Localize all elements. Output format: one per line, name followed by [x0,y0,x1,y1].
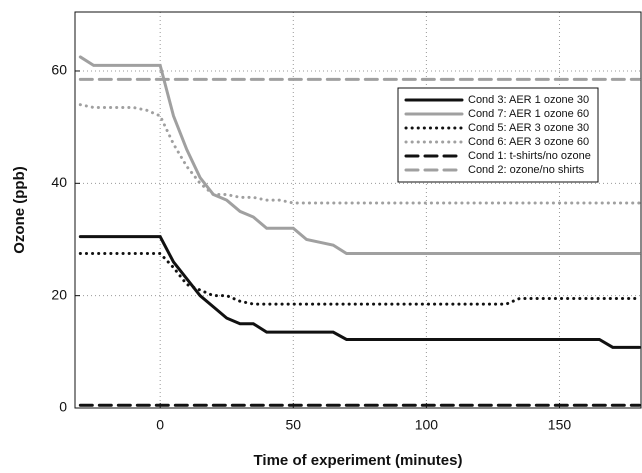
series-line [78,55,641,256]
y-tick-label: 20 [51,286,67,302]
x-axis-label: Time of experiment (minutes) [254,452,463,469]
plot-frame [74,11,642,409]
legend-label: Cond 6: AER 3 ozone 60 [468,136,589,148]
series-line [78,103,641,205]
y-tick-label: 60 [51,62,67,78]
legend-label: Cond 2: ozone/no shirts [468,164,585,176]
series-line [78,235,641,349]
legend-label: Cond 3: AER 1 ozone 30 [468,94,589,106]
x-tick-label: 50 [285,417,301,433]
legend-label: Cond 7: AER 1 ozone 60 [468,108,589,120]
legend-box [397,87,599,183]
y-axis-label: Ozone (ppb) [11,166,28,253]
y-tick-label: 40 [51,174,67,190]
series-line [78,252,641,306]
x-tick-label: 150 [548,417,572,433]
legend-label: Cond 1: t-shirts/no ozone [468,150,591,162]
x-tick-label: 0 [156,417,164,433]
x-tick-label: 100 [415,417,439,433]
legend-label: Cond 5: AER 3 ozone 30 [468,122,589,134]
legend: Cond 3: AER 1 ozone 30 Cond 7: AER 1 ozon… [397,87,599,183]
y-tick-label: 0 [59,399,67,415]
